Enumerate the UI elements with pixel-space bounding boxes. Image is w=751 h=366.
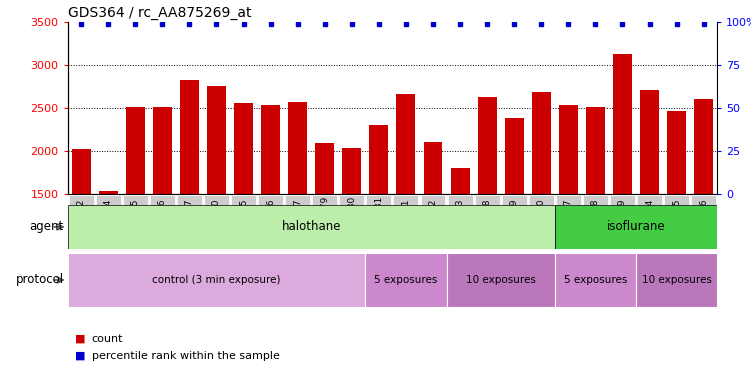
Bar [636,253,717,307]
Bar [447,253,555,307]
Bar [68,253,365,307]
Bar [315,143,334,194]
Bar [342,147,361,194]
Bar [505,118,523,194]
Text: GSM5105: GSM5105 [239,199,248,242]
FancyBboxPatch shape [502,195,526,246]
FancyBboxPatch shape [339,195,364,246]
FancyBboxPatch shape [258,195,283,246]
Text: GSM5118: GSM5118 [591,199,600,242]
Bar [667,111,686,194]
Text: protocol: protocol [16,273,64,287]
Text: GSM5119: GSM5119 [618,199,627,242]
FancyBboxPatch shape [421,195,445,246]
FancyBboxPatch shape [664,195,689,246]
Text: GSM5109: GSM5109 [510,199,519,242]
Text: GSM5086: GSM5086 [158,199,167,242]
FancyBboxPatch shape [150,195,175,246]
Bar [613,54,632,194]
Bar [288,102,307,194]
Bar [207,86,226,194]
Text: GSM11379: GSM11379 [320,196,329,245]
Bar [478,97,496,194]
Text: GSM5115: GSM5115 [672,199,681,242]
Text: GSM5117: GSM5117 [564,199,573,242]
Text: GDS364 / rc_AA875269_at: GDS364 / rc_AA875269_at [68,5,251,19]
FancyBboxPatch shape [231,195,256,246]
Bar [369,125,388,194]
Text: GSM5084: GSM5084 [104,199,113,242]
FancyBboxPatch shape [637,195,662,246]
FancyBboxPatch shape [529,195,553,246]
Text: GSM5082: GSM5082 [77,199,86,242]
Bar [68,205,555,249]
Bar [397,94,415,194]
Text: GSM5112: GSM5112 [429,199,438,242]
Text: GSM5108: GSM5108 [483,199,492,242]
FancyBboxPatch shape [610,195,635,246]
Text: GSM5113: GSM5113 [456,199,465,242]
Text: GSM5111: GSM5111 [402,199,411,242]
Text: 10 exposures: 10 exposures [641,275,711,285]
FancyBboxPatch shape [448,195,472,246]
Bar [180,79,199,194]
Text: GSM5085: GSM5085 [131,199,140,242]
Bar [261,105,280,194]
Text: GSM5110: GSM5110 [537,199,546,242]
Bar [451,168,469,194]
FancyBboxPatch shape [394,195,418,246]
FancyBboxPatch shape [312,195,337,246]
Bar [234,103,253,194]
Text: ■: ■ [75,351,86,361]
Bar [555,253,636,307]
FancyBboxPatch shape [68,195,94,246]
Text: GSM5114: GSM5114 [645,199,654,242]
Text: ■: ■ [75,333,86,344]
FancyBboxPatch shape [366,195,391,246]
FancyBboxPatch shape [475,195,499,246]
Text: 10 exposures: 10 exposures [466,275,535,285]
Text: count: count [92,333,123,344]
Bar [365,253,447,307]
FancyBboxPatch shape [204,195,229,246]
Bar [153,107,172,194]
Text: 5 exposures: 5 exposures [374,275,438,285]
Text: GSM5090: GSM5090 [212,199,221,242]
Bar [125,107,145,194]
Bar [559,105,578,194]
Bar [532,93,550,194]
Text: agent: agent [29,220,64,234]
FancyBboxPatch shape [556,195,581,246]
Bar [586,107,605,194]
Bar [555,205,717,249]
Text: GSM11381: GSM11381 [374,196,383,245]
Text: halothane: halothane [282,220,341,234]
Text: 5 exposures: 5 exposures [564,275,627,285]
Text: control (3 min exposure): control (3 min exposure) [152,275,281,285]
Text: GSM5087: GSM5087 [185,199,194,242]
FancyBboxPatch shape [691,195,716,246]
Bar [98,191,118,194]
Text: GSM5106: GSM5106 [266,199,275,242]
FancyBboxPatch shape [95,195,121,246]
Text: GSM5116: GSM5116 [699,199,708,242]
Text: GSM5107: GSM5107 [293,199,302,242]
Bar [640,90,659,194]
FancyBboxPatch shape [285,195,310,246]
FancyBboxPatch shape [177,195,202,246]
Text: GSM11380: GSM11380 [347,196,356,245]
Bar [71,149,91,194]
Bar [694,100,713,194]
Text: isoflurane: isoflurane [607,220,665,234]
Bar [424,142,442,194]
FancyBboxPatch shape [583,195,608,246]
FancyBboxPatch shape [123,195,148,246]
Text: percentile rank within the sample: percentile rank within the sample [92,351,279,361]
